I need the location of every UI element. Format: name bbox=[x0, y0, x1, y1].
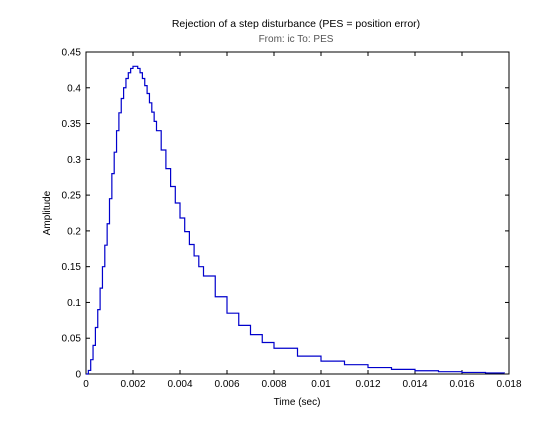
y-tick-label: 0.25 bbox=[62, 191, 82, 202]
y-tick-label: 0.3 bbox=[67, 155, 81, 166]
y-axis-label: Amplitude bbox=[42, 190, 53, 235]
x-tick-label: 0.002 bbox=[120, 379, 145, 390]
x-axis-label: Time (sec) bbox=[274, 397, 321, 408]
x-tick-label: 0.018 bbox=[496, 379, 521, 390]
plot-area bbox=[85, 51, 510, 375]
y-tick-label: 0.1 bbox=[67, 298, 81, 309]
x-tick-label: 0.008 bbox=[261, 379, 286, 390]
series-line bbox=[86, 65, 505, 375]
y-tick-label: 0.2 bbox=[67, 226, 81, 237]
chart-subtitle: From: ic To: PES bbox=[259, 34, 334, 45]
y-tick-labels: 0 0.05 0.1 0.15 0.2 0.25 0.3 0.35 0.4 0.45 bbox=[62, 48, 82, 381]
y-tick-label: 0.35 bbox=[62, 119, 82, 130]
x-tick-label: 0.012 bbox=[355, 379, 380, 390]
y-tick-label: 0.05 bbox=[62, 334, 82, 345]
y-tick-label: 0.4 bbox=[67, 83, 81, 94]
chart-title: Rejection of a step disturbance (PES = p… bbox=[172, 18, 420, 30]
x-tick-label: 0.01 bbox=[311, 379, 331, 390]
y-tick-label: 0.45 bbox=[62, 48, 82, 59]
x-tick-label: 0.006 bbox=[214, 379, 239, 390]
x-tick-label: 0.016 bbox=[449, 379, 474, 390]
x-tick-label: 0.014 bbox=[402, 379, 427, 390]
y-tick-label: 0.15 bbox=[62, 262, 82, 273]
x-tick-labels: 0 0.002 0.004 0.006 0.008 0.01 0.012 0.014 0.016… bbox=[83, 379, 522, 390]
y-tick-label: 0 bbox=[75, 370, 81, 381]
x-tick-label: 0 bbox=[83, 379, 89, 390]
x-tick-label: 0.004 bbox=[167, 379, 192, 390]
